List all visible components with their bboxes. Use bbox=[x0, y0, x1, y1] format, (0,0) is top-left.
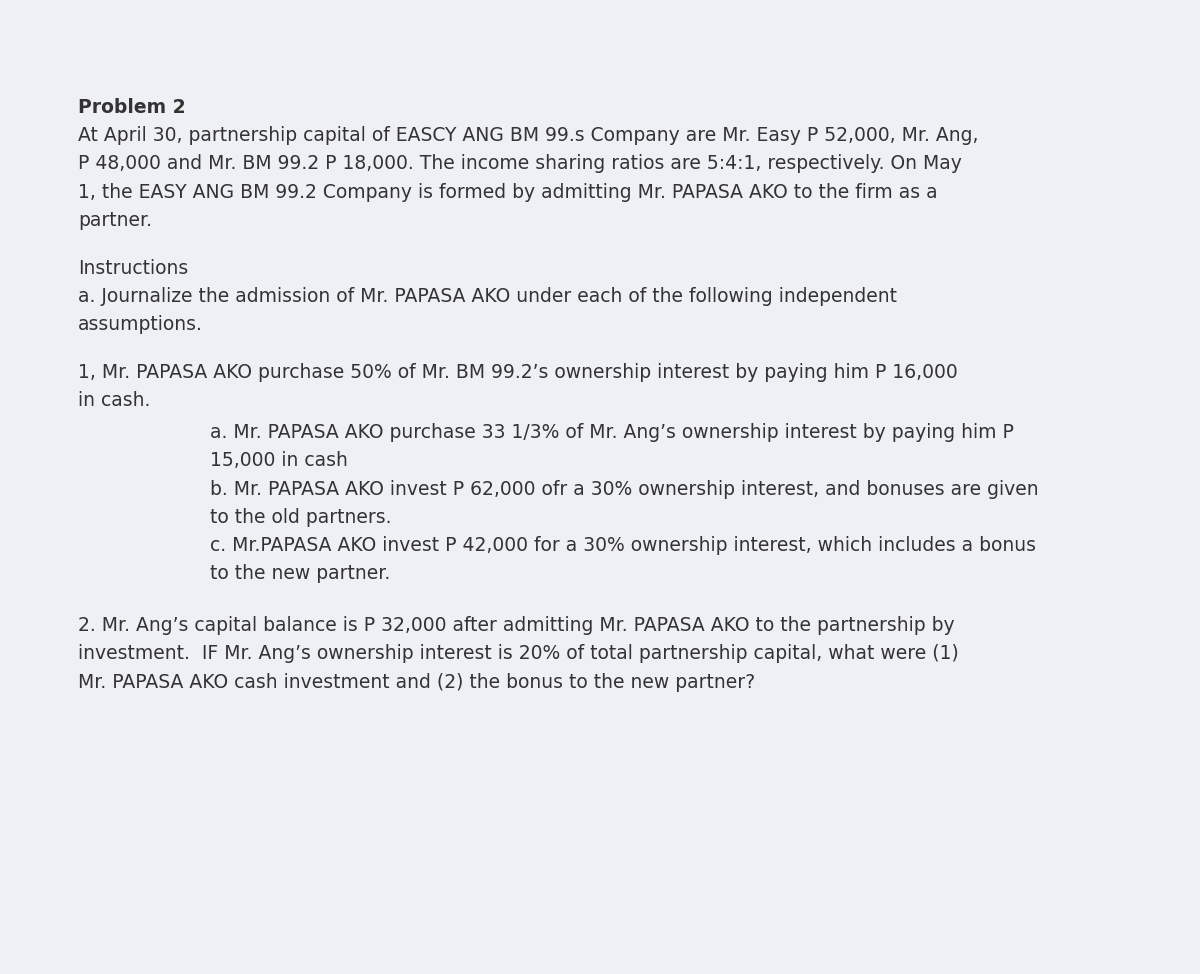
Text: Mr. PAPASA AKO cash investment and (2) the bonus to the new partner?: Mr. PAPASA AKO cash investment and (2) t… bbox=[78, 672, 755, 692]
Text: a. Mr. PAPASA AKO purchase 33 1/3% of Mr. Ang’s ownership interest by paying him: a. Mr. PAPASA AKO purchase 33 1/3% of Mr… bbox=[210, 423, 1014, 442]
Text: P 48,000 and Mr. BM 99.2 P 18,000. The income sharing ratios are 5:4:1, respecti: P 48,000 and Mr. BM 99.2 P 18,000. The i… bbox=[78, 154, 962, 173]
Text: a. Journalize the admission of Mr. PAPASA AKO under each of the following indepe: a. Journalize the admission of Mr. PAPAS… bbox=[78, 286, 898, 306]
Text: 2. Mr. Ang’s capital balance is P 32,000 after admitting Mr. PAPASA AKO to the p: 2. Mr. Ang’s capital balance is P 32,000… bbox=[78, 616, 955, 635]
Text: 1, the EASY ANG BM 99.2 Company is formed by admitting Mr. PAPASA AKO to the fir: 1, the EASY ANG BM 99.2 Company is forme… bbox=[78, 182, 937, 202]
Text: At April 30, partnership capital of EASCY ANG BM 99.s Company are Mr. Easy P 52,: At April 30, partnership capital of EASC… bbox=[78, 126, 978, 145]
Text: investment.  IF Mr. Ang’s ownership interest is 20% of total partnership capital: investment. IF Mr. Ang’s ownership inter… bbox=[78, 644, 959, 663]
Text: 15,000 in cash: 15,000 in cash bbox=[210, 451, 348, 470]
Text: assumptions.: assumptions. bbox=[78, 315, 203, 334]
Text: Problem 2: Problem 2 bbox=[78, 97, 186, 117]
Text: partner.: partner. bbox=[78, 210, 152, 230]
Text: in cash.: in cash. bbox=[78, 391, 150, 410]
Text: to the new partner.: to the new partner. bbox=[210, 564, 390, 583]
Text: Instructions: Instructions bbox=[78, 258, 188, 278]
Text: to the old partners.: to the old partners. bbox=[210, 507, 391, 527]
Text: b. Mr. PAPASA AKO invest P 62,000 ofr a 30% ownership interest, and bonuses are : b. Mr. PAPASA AKO invest P 62,000 ofr a … bbox=[210, 479, 1039, 499]
Text: c. Mr.PAPASA AKO invest P 42,000 for a 30% ownership interest, which includes a : c. Mr.PAPASA AKO invest P 42,000 for a 3… bbox=[210, 536, 1036, 555]
Text: 1, Mr. PAPASA AKO purchase 50% of Mr. BM 99.2’s ownership interest by paying him: 1, Mr. PAPASA AKO purchase 50% of Mr. BM… bbox=[78, 362, 958, 382]
